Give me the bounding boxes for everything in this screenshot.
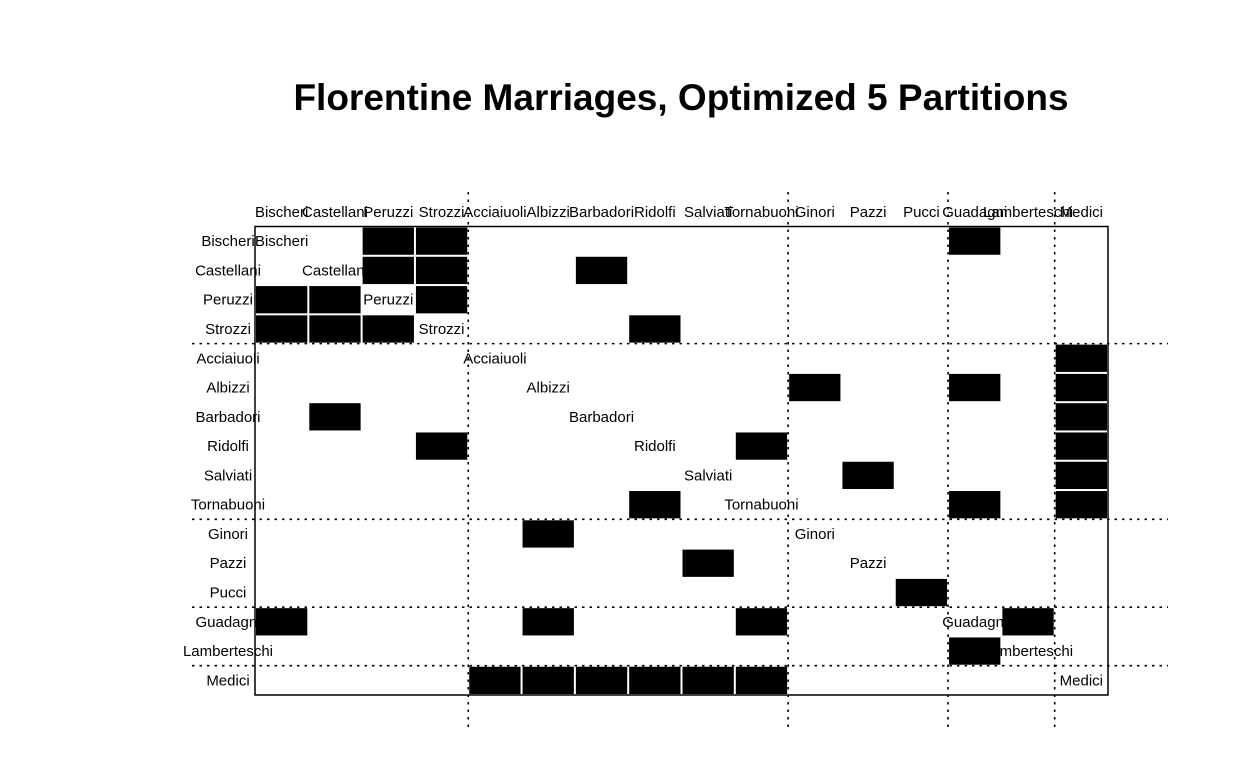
cell-castellani-strozzi bbox=[415, 256, 468, 285]
diag-label-peruzzi: Peruzzi bbox=[363, 292, 413, 309]
chart-title: Florentine Marriages, Optimized 5 Partit… bbox=[293, 77, 1068, 118]
row-label-bischeri: Bischeri bbox=[201, 233, 254, 250]
cell-strozzi-bischeri bbox=[256, 315, 308, 343]
cell-albizzi-ginori bbox=[789, 373, 841, 402]
cell-medici-acciaiuoli bbox=[469, 666, 521, 694]
row-label-pucci: Pucci bbox=[210, 585, 247, 602]
diag-label-salviati: Salviati bbox=[684, 467, 732, 484]
cell-albizzi-medici bbox=[1055, 373, 1107, 402]
row-label-ridolfi: Ridolfi bbox=[207, 438, 249, 455]
col-label-acciaiuoli: Acciaiuoli bbox=[463, 204, 526, 221]
cell-guadagni-tornabuoni bbox=[735, 608, 788, 636]
col-label-barbadori: Barbadori bbox=[569, 204, 634, 221]
col-label-castellani: Castellani bbox=[302, 204, 368, 221]
row-label-tornabuoni: Tornabuoni bbox=[191, 497, 265, 514]
row-label-peruzzi: Peruzzi bbox=[203, 292, 253, 309]
cell-strozzi-castellani bbox=[309, 315, 361, 343]
diag-label-pazzi: Pazzi bbox=[850, 555, 887, 572]
row-label-barbadori: Barbadori bbox=[195, 409, 260, 426]
cell-bischeri-guadagni bbox=[949, 227, 1001, 255]
col-label-peruzzi: Peruzzi bbox=[363, 204, 413, 221]
cell-guadagni-lamberteschi bbox=[1002, 608, 1054, 636]
cell-peruzzi-castellani bbox=[309, 286, 361, 314]
cell-castellani-barbadori bbox=[575, 256, 628, 285]
row-label-medici: Medici bbox=[206, 672, 249, 689]
cell-albizzi-guadagni bbox=[949, 373, 1001, 402]
row-label-lamberteschi: Lamberteschi bbox=[183, 643, 273, 660]
cell-barbadori-medici bbox=[1055, 403, 1107, 431]
diag-label-medici: Medici bbox=[1060, 672, 1103, 689]
diag-label-ginori: Ginori bbox=[795, 526, 835, 543]
col-label-strozzi: Strozzi bbox=[419, 204, 465, 221]
cell-guadagni-bischeri bbox=[256, 608, 308, 636]
matrix-frame bbox=[254, 225, 1109, 696]
diag-label-castellani: Castellani bbox=[302, 262, 368, 279]
cell-peruzzi-bischeri bbox=[256, 286, 308, 314]
col-label-ginori: Ginori bbox=[795, 204, 835, 221]
diag-label-acciaiuoli: Acciaiuoli bbox=[463, 350, 526, 367]
row-label-pazzi: Pazzi bbox=[210, 555, 247, 572]
cell-lamberteschi-guadagni bbox=[949, 637, 1001, 665]
col-label-bischeri: Bischeri bbox=[255, 204, 308, 221]
row-label-ginori: Ginori bbox=[208, 526, 248, 543]
diag-label-lamberteschi: Lamberteschi bbox=[983, 643, 1073, 660]
row-label-acciaiuoli: Acciaiuoli bbox=[196, 350, 259, 367]
cell-salviati-pazzi bbox=[842, 461, 894, 490]
row-label-salviati: Salviati bbox=[204, 467, 252, 484]
cell-ridolfi-tornabuoni bbox=[735, 432, 788, 460]
col-label-pazzi: Pazzi bbox=[850, 204, 887, 221]
col-label-pucci: Pucci bbox=[903, 204, 940, 221]
cell-bischeri-strozzi bbox=[415, 227, 468, 255]
diag-label-ridolfi: Ridolfi bbox=[634, 438, 676, 455]
cell-tornabuoni-medici bbox=[1055, 491, 1107, 519]
col-label-guadagni: Guadagni bbox=[942, 204, 1007, 221]
diag-label-tornabuoni: Tornabuoni bbox=[724, 497, 798, 514]
cell-acciaiuoli-medici bbox=[1055, 344, 1107, 372]
cell-tornabuoni-guadagni bbox=[949, 491, 1001, 519]
col-label-salviati: Salviati bbox=[684, 204, 732, 221]
row-label-strozzi: Strozzi bbox=[205, 321, 251, 338]
col-label-tornabuoni: Tornabuoni bbox=[724, 204, 798, 221]
cell-strozzi-ridolfi bbox=[629, 315, 681, 343]
diag-label-pucci: Pucci bbox=[903, 585, 940, 602]
cell-strozzi-peruzzi bbox=[362, 315, 414, 343]
cell-bischeri-peruzzi bbox=[362, 227, 414, 255]
diag-label-guadagni: Guadagni bbox=[942, 614, 1007, 631]
row-label-albizzi: Albizzi bbox=[206, 380, 249, 397]
diag-label-barbadori: Barbadori bbox=[569, 409, 634, 426]
cell-castellani-peruzzi bbox=[362, 256, 414, 285]
diag-label-bischeri: Bischeri bbox=[255, 233, 308, 250]
row-label-guadagni: Guadagni bbox=[195, 614, 260, 631]
cell-medici-ridolfi bbox=[629, 666, 681, 694]
cell-pazzi-salviati bbox=[682, 549, 734, 577]
matrix-cells bbox=[256, 227, 1107, 694]
cell-medici-barbadori bbox=[575, 666, 628, 694]
cell-guadagni-albizzi bbox=[522, 608, 574, 636]
col-label-lamberteschi: Lamberteschi bbox=[983, 204, 1073, 221]
cell-barbadori-castellani bbox=[309, 403, 361, 431]
col-label-medici: Medici bbox=[1060, 204, 1103, 221]
row-labels: Bischeri Castellani Peruzzi Strozzi Acciaiuo… bbox=[183, 233, 273, 689]
cell-medici-albizzi bbox=[522, 666, 574, 694]
cell-pucci-pucci bbox=[895, 578, 948, 607]
diagonal-labels: Bischeri Castellani Peruzzi Strozzi Acciaiuo… bbox=[255, 233, 1103, 689]
partition-dividers bbox=[192, 192, 1168, 730]
col-label-albizzi: Albizzi bbox=[527, 204, 570, 221]
col-label-ridolfi: Ridolfi bbox=[634, 204, 676, 221]
cell-peruzzi-strozzi bbox=[415, 286, 468, 314]
diag-label-albizzi: Albizzi bbox=[527, 380, 570, 397]
cell-ridolfi-medici bbox=[1055, 432, 1107, 460]
cell-medici-salviati bbox=[682, 666, 734, 694]
diag-label-strozzi: Strozzi bbox=[419, 321, 465, 338]
cell-medici-tornabuoni bbox=[735, 666, 788, 694]
cell-salviati-medici bbox=[1055, 461, 1107, 490]
row-label-castellani: Castellani bbox=[195, 262, 261, 279]
cell-ginori-albizzi bbox=[522, 520, 574, 548]
cell-tornabuoni-ridolfi bbox=[629, 491, 681, 519]
cell-ridolfi-strozzi bbox=[415, 432, 468, 460]
